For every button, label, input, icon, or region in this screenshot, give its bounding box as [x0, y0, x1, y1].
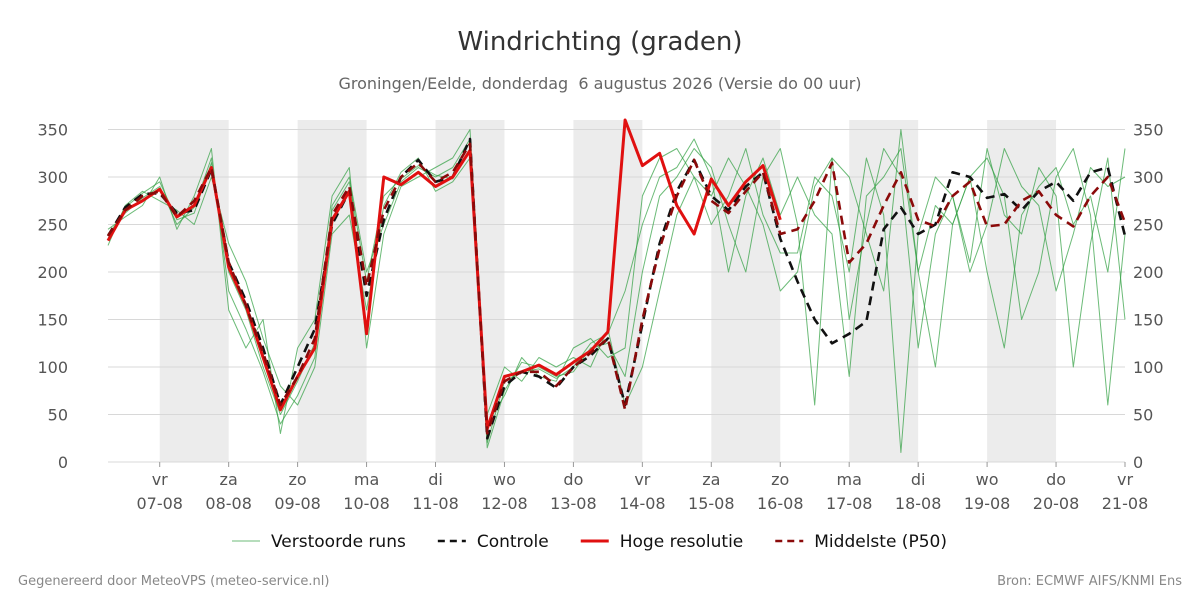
- shaded-band: [297, 120, 367, 462]
- series-line: [106, 137, 1127, 440]
- legend-label: Middelste (P50): [814, 532, 947, 552]
- x-tick-label: vr 21-08: [1102, 470, 1149, 513]
- series-line: [107, 138, 1126, 444]
- legend-label: Controle: [477, 532, 549, 552]
- shaded-band: [987, 120, 1057, 462]
- x-tick-label: vr 07-08: [136, 470, 183, 513]
- y2-tick-label: 100: [1133, 358, 1164, 377]
- x-tick-label: zo 16-08: [757, 470, 804, 513]
- y-tick-label: 350: [37, 121, 68, 140]
- y-tick-label: 100: [37, 358, 68, 377]
- y2-tick-label: 350: [1133, 121, 1164, 140]
- y-tick-label: 300: [37, 168, 68, 187]
- x-tick-label: za 08-08: [205, 470, 252, 513]
- x-tick-label: vr 14-08: [619, 470, 666, 513]
- shaded-band: [711, 120, 781, 462]
- x-tick-label: zo 09-08: [274, 470, 321, 513]
- x-tick-label: za 15-08: [688, 470, 735, 513]
- series-line: [107, 129, 1126, 434]
- y2-tick-label: 0: [1133, 453, 1143, 472]
- x-tick-label: ma 17-08: [826, 470, 873, 513]
- y-tick-label: 0: [58, 453, 68, 472]
- x-tick-label: ma 10-08: [343, 470, 390, 513]
- footer-right: Bron: ECMWF AIFS/KNMI Ens: [997, 574, 1182, 589]
- y2-tick-label: 50: [1133, 406, 1153, 425]
- x-tick-label: do 13-08: [550, 470, 597, 513]
- y-tick-label: 50: [48, 406, 68, 425]
- x-tick-label: wo 12-08: [481, 470, 528, 513]
- y-tick-label: 200: [37, 263, 68, 282]
- y-tick-label: 150: [37, 311, 68, 330]
- x-tick-label: wo 19-08: [964, 470, 1011, 513]
- legend: Verstoorde runs Controle Hoge resolutie Mid…: [232, 532, 947, 552]
- x-tick-label: di 11-08: [412, 470, 459, 513]
- y2-tick-label: 200: [1133, 263, 1164, 282]
- y2-tick-label: 250: [1133, 216, 1164, 235]
- chart-title: Windrichting (graden): [457, 27, 742, 57]
- legend-label: Verstoorde runs: [271, 532, 406, 552]
- y2-tick-label: 150: [1133, 311, 1164, 330]
- x-tick-label: di 18-08: [895, 470, 942, 513]
- chart-subtitle: Groningen/Eelde, donderdag 6 augustus 20…: [338, 74, 861, 93]
- legend-label: Hoge resolutie: [620, 532, 744, 552]
- y2-tick-label: 300: [1133, 168, 1164, 187]
- footer-left: Gegenereerd door MeteoVPS (meteo-service…: [18, 574, 329, 589]
- x-tick-label: do 20-08: [1033, 470, 1080, 513]
- series-line: [106, 142, 1127, 435]
- y-tick-label: 250: [37, 216, 68, 235]
- shaded-band: [159, 120, 229, 462]
